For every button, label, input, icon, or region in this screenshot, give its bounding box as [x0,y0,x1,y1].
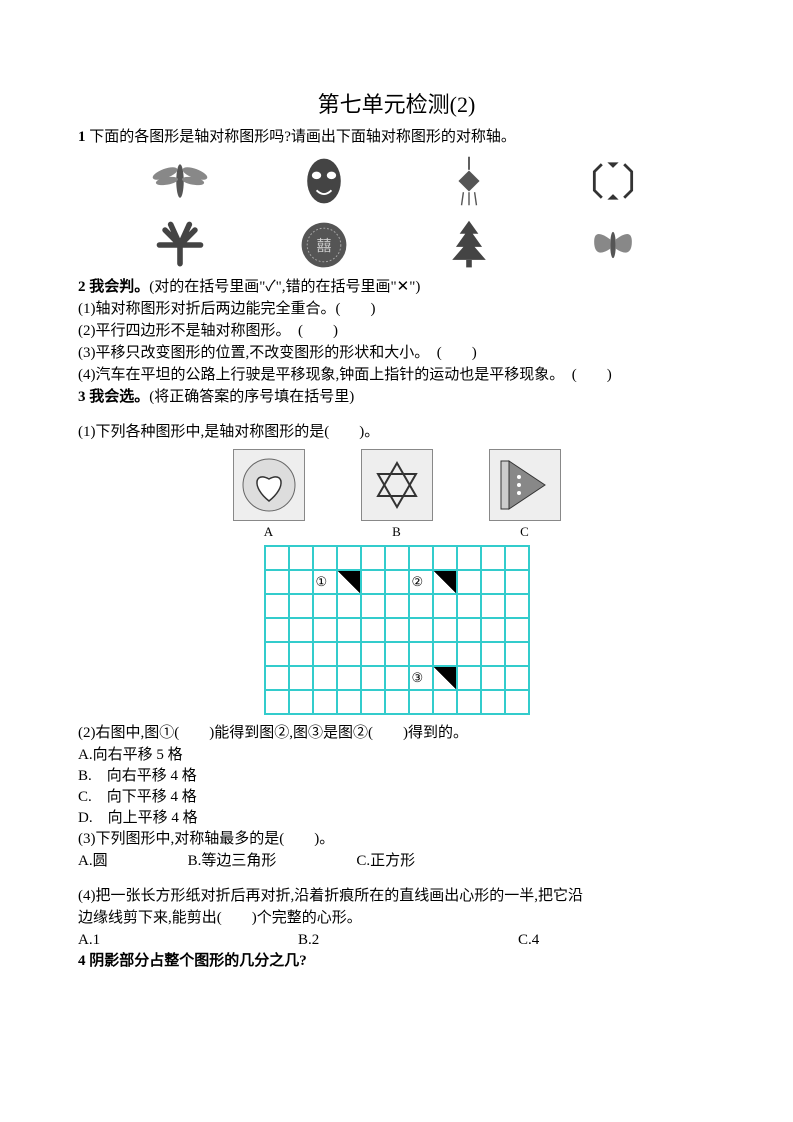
knot-icon [439,153,499,209]
question-4: 4 阴影部分占整个图形的几分之几? [78,951,715,972]
choice-a-label: A [233,523,305,541]
q3-heading: 我会选。 [86,389,150,405]
question-3-heading: 3 我会选。(将正确答案的序号填在括号里) [78,387,715,408]
q3-sub1: (1)下列各种图形中,是轴对称图形的是( )。 [78,422,715,443]
s3-opt-b: B.等边三角形 [188,851,277,872]
q3-sub1-choices: A B C [78,449,715,541]
circle-pattern-icon: 囍 [294,217,354,273]
choice-b: B [361,449,433,541]
q2-instruction: (对的在括号里画"✓",错的在括号里画"✕") [149,279,420,295]
q3-sub3: (3)下列图形中,对称轴最多的是( )。 [78,829,715,850]
s4-opt-b: B.2 [298,930,518,951]
q1-image-row-1 [78,149,715,213]
q3-sub3-options: A.圆 B.等边三角形 C.正方形 [78,851,715,872]
opt-b: B. 向右平移 4 格 [78,766,715,787]
q3-sub4-options: A.1 B.2 C.4 [78,930,715,951]
q3-grid: ①②③ [78,545,715,715]
tree-icon [439,217,499,273]
q1-text: 下面的各图形是轴对称图形吗?请画出下面轴对称图形的对称轴。 [86,129,516,145]
q2-item-1: (1)轴对称图形对折后两边能完全重合。( ) [78,299,715,320]
q3-sub4-line2: 边缘线剪下来,能剪出( )个完整的心形。 [78,908,715,929]
leaf-icon [150,217,210,273]
q3-sub2: (2)右图中,图①( )能得到图②,图③是图②( )得到的。 [78,723,715,744]
opt-d: D. 向上平移 4 格 [78,808,715,829]
page-title: 第七单元检测(2) [78,90,715,121]
opt-a: A.向右平移 5 格 [78,745,715,766]
s3-opt-a: A.圆 [78,851,108,872]
q4-num: 4 [78,953,86,969]
q2-num: 2 [78,279,86,295]
question-2-heading: 2 我会判。(对的在括号里画"✓",错的在括号里画"✕") [78,277,715,298]
choice-c-label: C [489,523,561,541]
svg-text:囍: 囍 [317,237,332,254]
q2-item-4: (4)汽车在平坦的公路上行驶是平移现象,钟面上指针的运动也是平移现象。 ( ) [78,365,715,386]
q3-num: 3 [78,389,86,405]
mask-icon [294,153,354,209]
heart-icon [233,449,305,521]
butterfly-icon [583,217,643,273]
question-1: 1 下面的各图形是轴对称图形吗?请画出下面轴对称图形的对称轴。 [78,127,715,148]
q2-item-3: (3)平移只改变图形的位置,不改变图形的形状和大小。 ( ) [78,343,715,364]
q3-sub4-line1: (4)把一张长方形纸对折后再对折,沿着折痕所在的直线画出心形的一半,把它沿 [78,886,715,907]
star-icon [361,449,433,521]
dragonfly-icon [150,153,210,209]
q3-instruction: (将正确答案的序号填在括号里) [149,389,354,405]
opt-c: C. 向下平移 4 格 [78,787,715,808]
q1-num: 1 [78,129,86,145]
brackets-icon [583,153,643,209]
s4-opt-c: C.4 [518,930,539,951]
q1-image-row-2: 囍 [78,213,715,277]
q4-text: 阴影部分占整个图形的几分之几? [86,953,307,969]
s4-opt-a: A.1 [78,930,298,951]
q2-heading: 我会判。 [86,279,150,295]
choice-c: C [489,449,561,541]
q3-sub2-options: A.向右平移 5 格 B. 向右平移 4 格 C. 向下平移 4 格 D. 向上… [78,745,715,829]
choice-a: A [233,449,305,541]
choice-b-label: B [361,523,433,541]
triangle-ruler-icon [489,449,561,521]
q2-item-2: (2)平行四边形不是轴对称图形。 ( ) [78,321,715,342]
s3-opt-c: C.正方形 [356,851,415,872]
